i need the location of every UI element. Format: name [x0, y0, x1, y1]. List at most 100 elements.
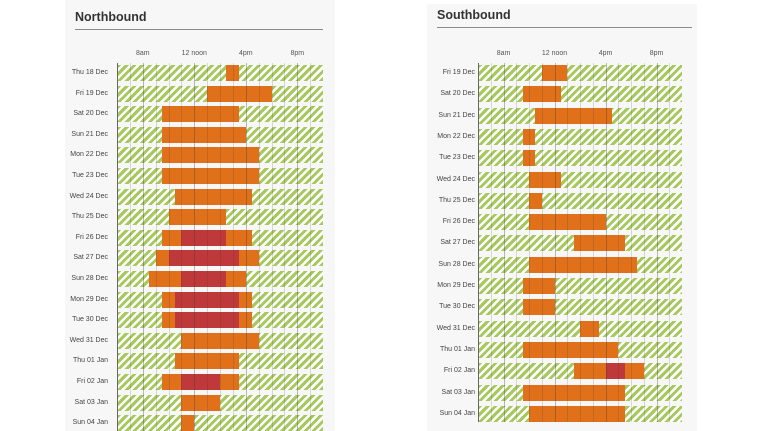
congestion-bar: [522, 341, 619, 358]
gridline: [297, 63, 299, 431]
congestion-bar: [162, 106, 240, 123]
row-label: Mon 29 Dec: [437, 282, 475, 289]
severe-congestion-bar: [174, 291, 240, 308]
row-track: [117, 291, 323, 308]
congestion-bar: [522, 299, 555, 316]
southbound-title-rule: [437, 27, 692, 28]
gridline: [631, 63, 632, 422]
gridline: [220, 63, 221, 431]
gridline: [592, 63, 594, 422]
congestion-bar: [541, 65, 568, 81]
congestion-bar: [529, 405, 625, 422]
row-track: [117, 147, 323, 164]
congestion-bar: [181, 332, 259, 349]
row-track: [117, 188, 323, 205]
row-track: [478, 65, 682, 81]
row-label: Mon 22 Dec: [70, 151, 108, 159]
row-track: [117, 312, 323, 329]
congestion-bar: [529, 192, 542, 209]
row-label: Wed 31 Dec: [69, 336, 108, 344]
row-label: Sat 03 Jan: [74, 398, 108, 406]
row-label: Sun 28 Dec: [71, 275, 108, 282]
gridline: [605, 63, 607, 422]
gridline: [284, 63, 286, 431]
x-tick-label: 8pm: [649, 50, 664, 57]
row-track: [117, 126, 323, 143]
row-label: Thu 18 Dec: [71, 69, 108, 76]
row-label: Sat 27 Dec: [440, 239, 475, 247]
gridline: [168, 63, 170, 431]
gridline: [656, 63, 658, 422]
row-label: Sun 04 Jan: [72, 419, 108, 427]
row-label: Fri 02 Jan: [443, 367, 475, 375]
gridline: [310, 63, 312, 431]
x-tick-label: 4pm: [598, 50, 613, 57]
row-track: [478, 192, 682, 209]
row-label: Wed 24 Dec: [69, 192, 108, 200]
row-track: [478, 150, 682, 167]
gridline: [669, 63, 671, 422]
row-track: [478, 363, 682, 380]
congestion-bar: [573, 235, 625, 252]
row-label: Sat 20 Dec: [73, 110, 108, 118]
row-track: [478, 299, 682, 316]
x-tick-label: 12 noon: [181, 50, 207, 57]
congestion-bar: [207, 85, 272, 102]
x-tick-label: 8am: [496, 50, 511, 57]
row-label: Tue 23 Dec: [439, 154, 475, 162]
x-tick-label: 4pm: [238, 50, 253, 57]
row-label: Sat 03 Jan: [441, 388, 475, 396]
gridline: [142, 63, 144, 431]
row-track: [117, 332, 323, 349]
row-label: Wed 31 Dec: [436, 324, 475, 332]
row-track: [478, 405, 682, 422]
congestion-bar: [522, 128, 536, 145]
congestion-bar: [168, 209, 227, 226]
severe-congestion-bar: [174, 312, 240, 329]
southbound-title: Southbound: [437, 8, 511, 22]
x-tick-label: 12 noon: [541, 50, 568, 57]
row-track: [117, 65, 323, 81]
congestion-bar: [522, 150, 536, 167]
row-track: [117, 394, 323, 411]
row-track: [117, 85, 323, 102]
row-track: [478, 384, 682, 401]
gridline: [541, 63, 543, 422]
row-track: [478, 86, 682, 103]
row-label: Mon 29 Dec: [70, 295, 108, 303]
congestion-bar: [174, 353, 240, 370]
gridline: [643, 63, 645, 422]
gridline: [155, 63, 157, 431]
congestion-bar: [535, 107, 612, 124]
gridline: [503, 63, 505, 422]
row-track: [117, 250, 323, 267]
row-track: [478, 341, 682, 358]
row-label: Thu 25 Dec: [438, 196, 475, 204]
row-track: [117, 106, 323, 123]
row-label: Fri 02 Jan: [76, 378, 108, 385]
row-label: Tue 23 Dec: [72, 172, 108, 179]
row-track: [478, 128, 682, 145]
congestion-bar: [181, 415, 195, 431]
row-label: Sun 04 Jan: [439, 409, 475, 417]
row-label: Mon 22 Dec: [437, 132, 475, 140]
y-axis-line: [478, 63, 479, 422]
row-track: [478, 235, 682, 252]
row-label: Tue 30 Dec: [72, 316, 108, 324]
row-track: [478, 278, 682, 294]
row-track: [478, 320, 682, 337]
x-tick-label: 8am: [135, 50, 150, 57]
congestion-bar: [174, 188, 253, 205]
row-track: [117, 168, 323, 184]
severe-congestion-bar: [181, 229, 227, 246]
row-label: Sun 21 Dec: [438, 111, 475, 119]
row-track: [478, 171, 682, 188]
congestion-bar: [226, 65, 240, 81]
congestion-bar: [522, 86, 561, 103]
gridline: [554, 63, 556, 422]
row-label: Sun 28 Dec: [438, 260, 475, 268]
row-label: Fri 19 Dec: [75, 89, 108, 97]
gridline: [258, 63, 260, 431]
gridline: [194, 63, 196, 431]
row-track: [117, 209, 323, 226]
